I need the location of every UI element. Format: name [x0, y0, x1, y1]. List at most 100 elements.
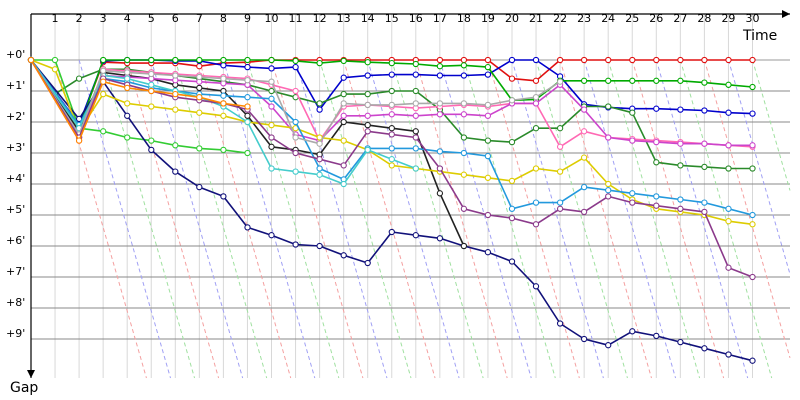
data-point: [677, 338, 684, 346]
data-point: [605, 134, 612, 141]
data-point: [629, 190, 636, 197]
series-group: [27, 56, 756, 149]
x-tick-label: 5: [148, 12, 155, 25]
data-point: [124, 112, 131, 119]
x-tick-label: 23: [577, 12, 591, 25]
data-point: [364, 146, 371, 154]
x-tick-label: 29: [721, 12, 735, 25]
data-point: [124, 134, 131, 141]
data-point: [148, 87, 155, 95]
data-point: [725, 205, 732, 212]
data-point: [460, 72, 468, 79]
data-point: [220, 75, 227, 82]
data-point: [196, 73, 203, 81]
data-point: [677, 205, 684, 212]
series-line: [30, 59, 465, 247]
data-point: [340, 112, 347, 119]
x-tick-label: 4: [124, 12, 131, 25]
data-point: [220, 193, 227, 200]
data-point: [196, 63, 203, 70]
data-point: [725, 351, 732, 358]
y-tick-label: +9': [6, 327, 25, 340]
data-point: [725, 109, 732, 116]
data-point: [340, 57, 347, 65]
data-point: [340, 74, 347, 81]
data-point: [677, 56, 684, 64]
data-point: [725, 218, 732, 225]
x-tick-label: 2: [76, 12, 83, 25]
series-line: [30, 59, 417, 185]
data-point: [556, 205, 564, 212]
data-point: [653, 159, 660, 166]
lap-dash-line: [487, 59, 580, 379]
data-point: [677, 140, 684, 147]
data-point: [364, 59, 371, 66]
data-point: [725, 81, 732, 88]
lap-dash-line: [559, 59, 652, 379]
data-point: [100, 90, 107, 98]
data-point: [677, 196, 684, 203]
data-point: [436, 148, 444, 155]
data-point: [749, 56, 756, 64]
data-point: [508, 138, 516, 146]
data-point: [725, 264, 732, 271]
data-point: [532, 221, 540, 228]
x-tick-label: 30: [746, 12, 760, 25]
x-tick-label: 7: [196, 12, 203, 25]
data-point: [484, 56, 492, 64]
data-point: [532, 100, 540, 107]
data-point: [268, 95, 275, 102]
data-point: [532, 283, 540, 290]
data-point: [508, 177, 516, 185]
data-point: [653, 332, 660, 340]
series-line: [30, 59, 753, 147]
data-point: [172, 168, 179, 175]
data-point: [244, 103, 251, 110]
y-tick-label: +0': [6, 48, 25, 61]
data-point: [701, 163, 708, 171]
data-point: [556, 168, 564, 175]
data-point: [244, 56, 251, 64]
data-point: [124, 56, 131, 64]
data-point: [220, 146, 227, 154]
data-point: [220, 100, 227, 107]
data-point: [653, 202, 660, 209]
data-point: [316, 156, 323, 163]
data-point: [436, 235, 444, 242]
data-point: [316, 242, 323, 250]
data-point: [484, 137, 492, 144]
data-point: [412, 134, 419, 141]
data-point: [436, 190, 444, 197]
lap-dash-line: [222, 59, 316, 379]
x-tick-label: 12: [313, 12, 327, 25]
series-layer: [27, 56, 756, 364]
data-point: [412, 165, 419, 172]
data-point: [220, 56, 227, 64]
y-tick-label: +5': [6, 203, 25, 216]
data-point: [364, 259, 371, 267]
data-point: [388, 228, 395, 236]
data-point: [412, 112, 419, 119]
lap-dash-line: [78, 59, 171, 379]
data-point: [460, 111, 468, 118]
y-tick-label: +3': [6, 141, 25, 154]
y-tick-label: +2': [6, 110, 25, 123]
data-point: [532, 125, 540, 132]
data-point: [316, 134, 323, 141]
data-point: [124, 75, 131, 82]
data-point: [508, 56, 516, 64]
x-tick-label: 27: [673, 12, 687, 25]
lap-dash-line: [319, 59, 412, 379]
lap-dash-line: [703, 59, 791, 358]
data-point: [148, 70, 155, 78]
data-point: [268, 78, 275, 85]
data-point: [75, 75, 83, 82]
data-point: [460, 205, 468, 212]
lap-dash-line: [583, 59, 677, 379]
data-point: [268, 87, 275, 95]
data-point: [364, 72, 371, 79]
data-point: [653, 105, 660, 112]
data-point: [484, 152, 492, 160]
lap-dash-line: [655, 59, 749, 379]
